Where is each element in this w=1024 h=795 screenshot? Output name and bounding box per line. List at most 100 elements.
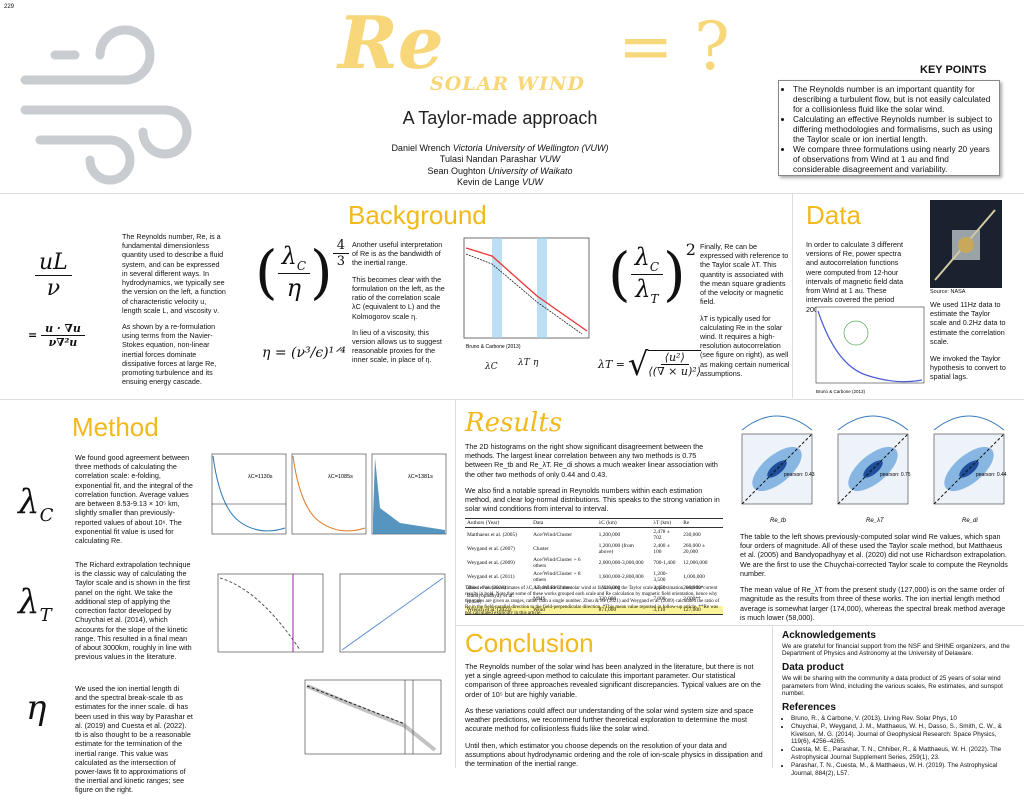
ack-text: We are grateful for financial support fr… — [782, 642, 1010, 658]
divider — [455, 399, 456, 768]
table-cell: Cluster — [533, 546, 549, 552]
table-cell: 320,000 — [598, 596, 617, 602]
spectrum-figure: Bruno & Carbone (2013) — [463, 237, 590, 350]
table-cell: Ace/Wind/Cluster + 8 others — [533, 571, 581, 583]
reference: Parashar, T. N., Cuesta, M., & Matthaeus… — [791, 762, 1014, 778]
histogram-panel: pearson: 0.43 Re_tb — [741, 415, 815, 524]
author-line: Sean Oughton University of Waikato — [360, 166, 640, 177]
f-exp-num: 4 — [332, 238, 349, 254]
method-text: We found good agreement between three me… — [75, 453, 193, 545]
f-num: uL — [35, 250, 72, 276]
references-list: Bruno, R., & Carbone, V. (2013). Living … — [782, 715, 1014, 778]
f-den: ν — [46, 276, 61, 301]
author-name: Kevin de Lange — [456, 176, 520, 187]
background-col-3: Finally, Re can be expressed with refere… — [700, 242, 790, 385]
panel-label: λC=1130s — [248, 474, 273, 480]
symbol-sub: C — [39, 504, 54, 526]
method-title: Method — [72, 412, 159, 442]
title-sub: SOLAR WIND — [430, 73, 585, 95]
table-header: λT (km) — [653, 520, 672, 526]
authors: Daniel Wrench Victoria University of Wel… — [360, 143, 640, 188]
table-cell: 2,000,000-3,000,000 — [598, 560, 644, 566]
panel-label: λC=1381s — [408, 474, 433, 480]
marginal-curve — [741, 415, 813, 431]
table-cell: 871,000 — [598, 607, 617, 613]
scale-label: λC — [485, 362, 498, 372]
table-row: Weygand et al. (2009) Ace/Wind/Cluster + … — [465, 556, 723, 570]
page-number: 229 — [4, 4, 15, 10]
data-product-text: We will be sharing with the community a … — [782, 674, 1003, 698]
formula-eta: η = (ν³/ϵ)¹ᐟ⁴ — [262, 345, 346, 361]
panel-label: λC=1085s — [328, 474, 353, 480]
satellite-image — [930, 200, 1002, 288]
symbol: λ — [18, 482, 40, 522]
paragraph: In lieu of a viscosity, this version all… — [352, 327, 442, 365]
spectrum-break-figure — [304, 679, 442, 755]
table-cell: Ace/Wind/Cluster — [533, 585, 573, 591]
f-lam: λ — [281, 242, 297, 271]
method-symbol: λC — [18, 482, 53, 526]
formula-taylor: (λC λT)2 — [608, 240, 696, 308]
table-cell: 2,478 ± 702 — [653, 529, 670, 541]
f-num2: u · ∇u — [41, 322, 85, 336]
key-point: The Reynolds number is an important quan… — [793, 84, 997, 115]
symbol-sub: T — [39, 604, 52, 626]
table-cell: 12,000,000 — [683, 560, 708, 566]
method-symbol: λT — [18, 582, 52, 626]
author-affiliation: Victoria University of Wellington (VUW) — [452, 143, 609, 153]
data-title: Data — [806, 200, 861, 230]
paragraph: The Reynolds number, Re, is a fundamenta… — [122, 232, 226, 315]
f-sub: C — [296, 258, 307, 273]
reference: Cuesta, M. E., Parashar, T. N., Chhiber,… — [791, 746, 1014, 762]
marginal-curve — [837, 415, 909, 431]
table-cell: Weygand et al. (2011) — [467, 574, 515, 580]
key-points-list: The Reynolds number is an important quan… — [781, 84, 997, 175]
table-cell: Bandyopadhyay et al. (2020) — [467, 593, 514, 605]
paragraph: λT is typically used for calculating Re … — [700, 313, 790, 378]
table-row: Zhou et al. (2020) Ace/Wind/Cluster 1,140,… — [465, 584, 723, 592]
diagonal — [933, 433, 1005, 505]
table-cell: 1,600,000-2,800,000 — [598, 574, 644, 580]
paragraph: Another useful interpretation of Re is a… — [352, 240, 443, 268]
f-num: ⟨u²⟩ — [660, 351, 689, 365]
table-cell: 1,140,000 — [598, 585, 621, 591]
key-point: Calculating an effective Reynolds number… — [793, 114, 997, 145]
author-line: Tulasi Nandan Parashar VUW — [360, 154, 640, 165]
table-cell: 1,200-3,500 — [653, 571, 668, 583]
histogram-panel: pearson: 0.44 Re_di — [933, 415, 1007, 524]
table-cell: Ace/Wind/Cluster — [533, 532, 573, 538]
table-cell: 206,000* — [683, 585, 704, 591]
table-header: Data — [533, 520, 544, 526]
title-main: Re — [338, 0, 444, 85]
wind-icon — [20, 25, 192, 185]
table-row: Matthaeus et al. (2005) Ace/Wind/Cluster 1… — [465, 528, 723, 543]
divider — [792, 193, 793, 398]
axis-label: Re_λT — [866, 518, 885, 524]
results-table: Authors (Year) Data λC (km) λT (km) Re Mattha… — [465, 518, 723, 615]
f-eq: = — [28, 328, 38, 342]
table-row: Bandyopadhyay et al. (2020) MMS 320,000 7,0… — [465, 592, 723, 606]
table-row: Weygand et al. (2011) Ace/Wind/Cluster + … — [465, 570, 723, 584]
table-cell: 1,200,000 — [598, 532, 621, 538]
key-point: We compare three formulations using near… — [793, 144, 997, 175]
paragraph: As these variations could affect our und… — [465, 705, 754, 734]
f-lam: λ — [634, 242, 650, 271]
pearson-label: pearson: 0.75 — [880, 472, 911, 478]
background-title: Background — [348, 200, 487, 230]
f-den: η — [286, 273, 302, 302]
table-header: Re — [683, 520, 690, 526]
f-sub: T — [650, 291, 659, 306]
paragraph: We also find a notable spread in Reynold… — [465, 485, 720, 514]
table-cell: Ace/Wind/Cluster + 6 others — [533, 557, 581, 569]
taylor-figure — [217, 573, 446, 653]
correlation-figure: λC=1130s λC=1085s λC=1381s — [211, 453, 447, 535]
side-panel: Acknowledgements We are grateful for fin… — [782, 630, 1014, 778]
table-cell: Zhou et al. (2020) — [467, 585, 506, 591]
table-header: Authors (Year) — [467, 520, 500, 526]
scale-label: λT — [518, 358, 530, 368]
paragraph: Until then, which estimator you choose d… — [465, 740, 763, 768]
table-cell: 7,000 — [653, 596, 666, 602]
paragraph: The table to the left shows previously-c… — [740, 532, 1008, 578]
background-col-1: The Reynolds number, Re, is a fundamenta… — [122, 232, 227, 394]
f-exp: 2 — [685, 240, 696, 259]
